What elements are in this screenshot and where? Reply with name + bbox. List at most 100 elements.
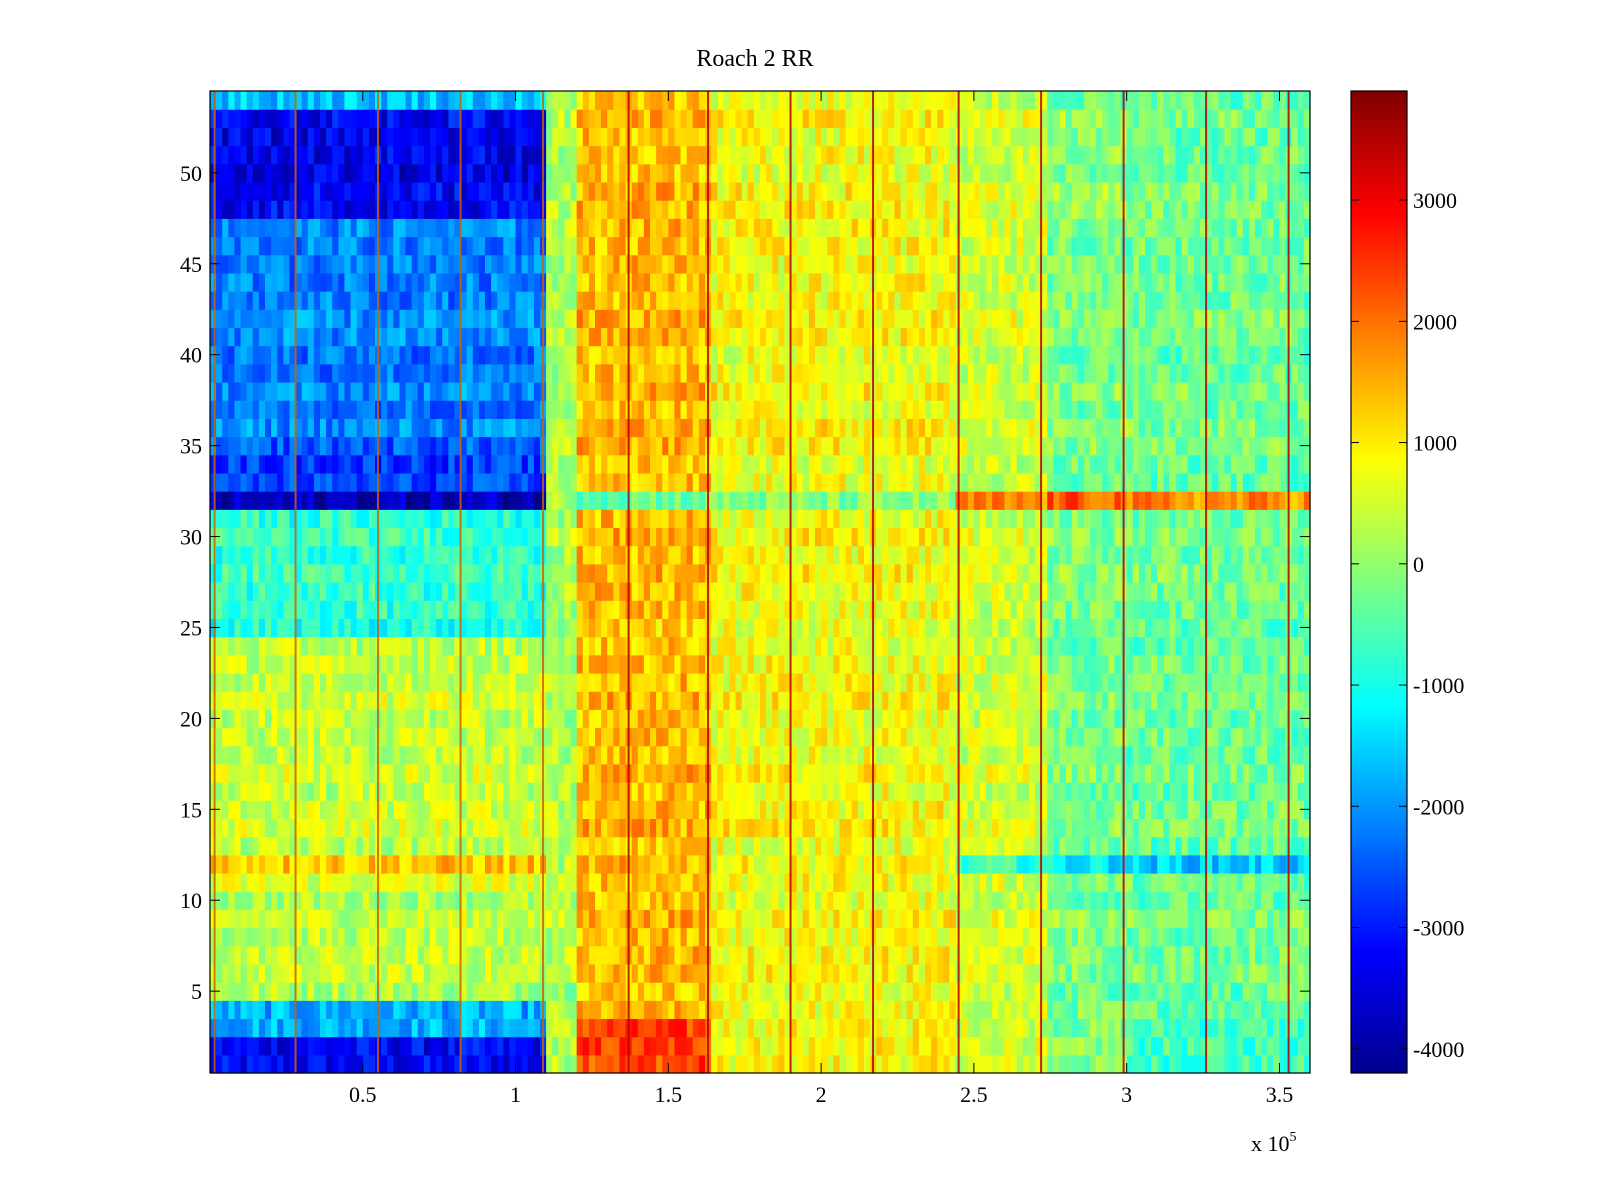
heatmap-cell <box>815 582 822 601</box>
heatmap-cell <box>533 745 541 765</box>
heatmap-cell <box>301 800 309 820</box>
heatmap-cell <box>1157 672 1164 692</box>
heatmap-cell <box>1004 1054 1012 1074</box>
heatmap-cell <box>436 1054 443 1074</box>
heatmap-cell <box>1138 763 1146 783</box>
heatmap-cell <box>912 563 920 583</box>
heatmap-cell <box>949 891 957 910</box>
heatmap-cell <box>607 618 614 638</box>
heatmap-cell <box>772 763 779 783</box>
heatmap-cell <box>582 891 590 910</box>
heatmap-cell <box>674 782 682 801</box>
heatmap-cell <box>906 945 914 965</box>
heatmap-cell <box>1200 782 1207 801</box>
heatmap-cell <box>998 691 1006 710</box>
heatmap-cell <box>808 1000 816 1020</box>
heatmap-cell <box>925 982 932 1001</box>
heatmap-cell <box>1291 909 1299 929</box>
heatmap-cell <box>937 945 944 965</box>
heatmap-cell <box>1053 709 1061 729</box>
heatmap-cell <box>692 982 700 1001</box>
heatmap-cell <box>980 727 987 747</box>
heatmap-cell <box>558 727 566 747</box>
heatmap-cell <box>967 891 975 910</box>
heatmap-cell <box>313 727 321 747</box>
heatmap-cell <box>234 818 242 838</box>
heatmap-cell <box>1169 818 1177 838</box>
heatmap-cell <box>454 891 462 910</box>
heatmap-cell <box>240 1018 248 1038</box>
heatmap-cell <box>1218 818 1226 838</box>
heatmap-cell <box>619 782 627 801</box>
heatmap-cell <box>766 836 773 856</box>
heatmap-cell <box>497 836 504 856</box>
heatmap-cell <box>1047 945 1054 965</box>
heatmap-cell <box>1041 909 1048 929</box>
heatmap-cell <box>564 654 572 674</box>
heatmap-cell <box>582 636 590 656</box>
heatmap-cell <box>1053 854 1061 874</box>
heatmap-cell <box>1041 1000 1048 1020</box>
heatmap-cell <box>313 1000 321 1020</box>
heatmap-cell <box>918 1018 926 1038</box>
heatmap-cell <box>1004 563 1012 583</box>
heatmap-cell <box>698 872 706 892</box>
heatmap-cell <box>1096 891 1103 910</box>
heatmap-cell <box>692 654 700 674</box>
heatmap-cell <box>998 1054 1006 1074</box>
heatmap-cell <box>729 836 737 856</box>
heatmap-cell <box>222 782 229 801</box>
heatmap-cell <box>1126 691 1134 710</box>
heatmap-cell <box>399 691 407 710</box>
heatmap-cell <box>674 800 682 820</box>
heatmap-cell <box>1071 618 1079 638</box>
heatmap-cell <box>766 909 773 929</box>
heatmap-cell <box>234 727 242 747</box>
heatmap-cell <box>631 782 639 801</box>
heatmap-cell <box>729 1036 737 1056</box>
heatmap-cell <box>417 727 425 747</box>
heatmap-cell <box>1047 1036 1054 1056</box>
heatmap-cell <box>650 836 657 856</box>
heatmap-cell <box>430 836 437 856</box>
heatmap-cell <box>405 891 413 910</box>
heatmap-cell <box>1071 945 1079 965</box>
heatmap-cell <box>313 636 321 656</box>
heatmap-cell <box>937 1036 944 1056</box>
heatmap-cell <box>1016 782 1024 801</box>
heatmap-cell <box>998 909 1006 929</box>
heatmap-cell <box>778 1036 786 1056</box>
heatmap-cell <box>1059 891 1067 910</box>
heatmap-cell <box>1108 927 1116 947</box>
heatmap-cell <box>674 636 682 656</box>
heatmap-cell <box>356 782 364 801</box>
heatmap-cell <box>1242 636 1250 656</box>
heatmap-cell <box>876 891 883 910</box>
heatmap-cell <box>362 563 370 583</box>
heatmap-cell <box>1077 872 1085 892</box>
heatmap-cell <box>497 563 504 583</box>
heatmap-cell <box>656 909 663 929</box>
heatmap-cell <box>234 982 242 1001</box>
heatmap-cell <box>1059 927 1067 947</box>
heatmap-cell <box>943 1036 951 1056</box>
heatmap-cell <box>741 782 749 801</box>
heatmap-cell <box>1053 763 1061 783</box>
heatmap-cell <box>1010 836 1018 856</box>
heatmap-cell <box>1193 618 1201 638</box>
heatmap-cell <box>650 982 657 1001</box>
heatmap-cell <box>723 800 731 820</box>
heatmap-cell <box>668 800 676 820</box>
heatmap-cell <box>900 982 908 1001</box>
heatmap-cell <box>258 982 266 1001</box>
heatmap-cell <box>1261 582 1268 601</box>
heatmap-cell <box>1108 982 1116 1001</box>
heatmap-cell <box>216 1018 223 1038</box>
heatmap-cell <box>478 982 486 1001</box>
heatmap-cell <box>430 709 437 729</box>
heatmap-cell <box>1059 982 1067 1001</box>
heatmap-cell <box>307 636 315 656</box>
heatmap-cell <box>1138 800 1146 820</box>
heatmap-cell <box>882 727 889 747</box>
heatmap-cell <box>943 745 951 765</box>
